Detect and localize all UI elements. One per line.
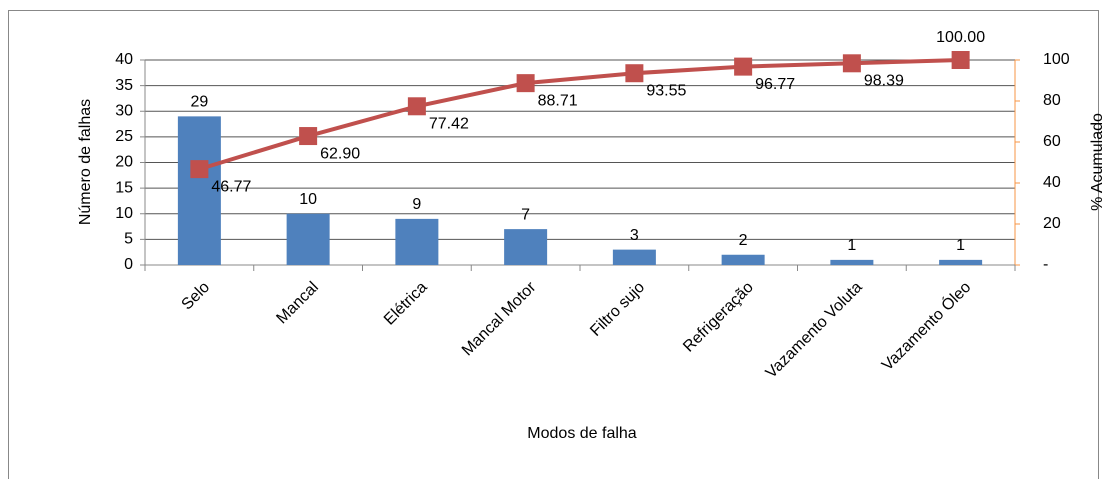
bar xyxy=(939,259,983,265)
y-tick-label: 20 xyxy=(115,154,133,171)
y-tick-label: 40 xyxy=(115,51,133,68)
y2-tick-label: 80 xyxy=(1043,92,1061,109)
y-tick-label: 25 xyxy=(115,128,133,145)
y2-tick-label: 20 xyxy=(1043,215,1061,232)
line-marker xyxy=(734,57,753,76)
bar xyxy=(177,116,221,265)
y2-tick-label: - xyxy=(1043,256,1048,273)
bar-value-label: 3 xyxy=(630,227,639,244)
line-value-label: 96.77 xyxy=(755,76,795,93)
line-value-label: 62.90 xyxy=(320,145,360,162)
line-value-label: 88.71 xyxy=(538,92,578,109)
y-tick-label: 35 xyxy=(115,77,133,94)
y2-tick-label: 100 xyxy=(1043,51,1070,68)
y-tick-label: 15 xyxy=(115,179,133,196)
bar xyxy=(395,218,439,265)
y-tick-label: 10 xyxy=(115,205,133,222)
line-value-label: 46.77 xyxy=(211,178,251,195)
line xyxy=(198,58,961,172)
bar xyxy=(286,213,330,265)
y-tick-label: 5 xyxy=(124,231,133,248)
y-axis-label: Número de falhas xyxy=(77,99,94,225)
bar-value-label: 29 xyxy=(190,94,208,111)
bar-value-label: 10 xyxy=(299,191,317,208)
bar-value-label: 2 xyxy=(739,232,748,249)
y2-tick-label: 40 xyxy=(1043,174,1061,191)
line-marker xyxy=(516,74,535,93)
line-marker xyxy=(299,127,318,146)
bar xyxy=(830,259,874,265)
line-marker xyxy=(190,160,209,179)
line-marker xyxy=(625,64,644,83)
y2-axis-label: % Acumulado xyxy=(1089,113,1106,211)
line-value-label: 98.39 xyxy=(864,73,904,90)
bar-value-label: 7 xyxy=(521,206,530,223)
bar-value-label: 1 xyxy=(956,237,965,254)
y-tick-label: 30 xyxy=(115,102,133,119)
y-tick-label: 0 xyxy=(124,256,133,273)
bar xyxy=(721,254,765,265)
line-value-label: 93.55 xyxy=(646,82,686,99)
y2-tick-label: 60 xyxy=(1043,133,1061,150)
bar-value-label: 1 xyxy=(847,237,856,254)
bar-value-label: 9 xyxy=(412,196,421,213)
line-marker xyxy=(842,54,861,73)
bar xyxy=(504,229,548,265)
line-marker xyxy=(951,51,970,69)
line-value-label: 100.00 xyxy=(936,29,985,46)
line-value-label: 77.42 xyxy=(429,116,469,133)
bar xyxy=(612,249,656,265)
x-axis-label: Modos de falha xyxy=(527,425,637,442)
line-marker xyxy=(407,97,426,116)
